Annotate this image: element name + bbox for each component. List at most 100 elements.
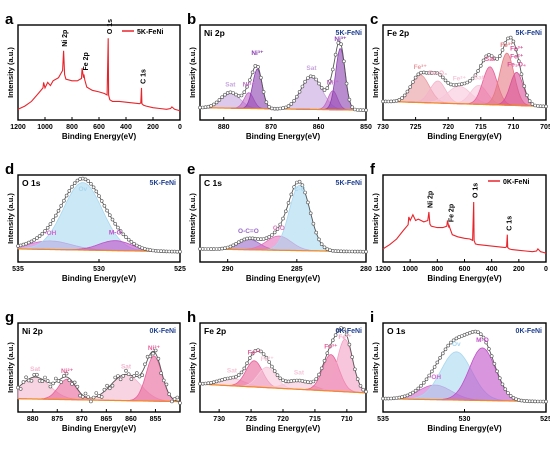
peak-label: Ni²⁺ [327, 80, 340, 87]
data-point [435, 360, 440, 365]
data-point [476, 330, 480, 335]
data-point [476, 69, 480, 73]
panel-letter: f [370, 161, 376, 178]
data-point [481, 58, 486, 63]
peak-label: -OH [429, 374, 441, 381]
peak-label: Fe²⁺ [510, 53, 524, 60]
data-point [353, 107, 357, 112]
data-point [116, 225, 120, 230]
panel-letter: d [5, 161, 14, 178]
data-point [116, 374, 120, 378]
data-point [314, 377, 319, 381]
x-axis-label: Binding Energy(eV) [427, 424, 502, 433]
data-point [29, 239, 34, 244]
data-point [105, 383, 109, 388]
data-point [500, 382, 505, 387]
y-axis-label: Intensity (a.u.) [6, 47, 15, 98]
data-point [544, 104, 548, 109]
data-point [484, 54, 489, 59]
data-point [214, 100, 219, 105]
peak-label: Ov [78, 186, 87, 193]
x-tick-label: 710 [508, 124, 520, 131]
data-point [242, 366, 247, 371]
data-point [86, 179, 90, 183]
x-tick-label: 530 [93, 266, 105, 273]
data-point [18, 387, 23, 391]
data-point [70, 184, 74, 189]
peak-label: Fe₃O₄ [428, 70, 447, 77]
data-point [364, 108, 368, 112]
y-axis-label: Intensity (a.u.) [188, 193, 197, 244]
data-point [530, 102, 535, 106]
peak-annotation: Ni 2p [62, 30, 69, 47]
peak-label: -OH [44, 230, 56, 237]
data-point [261, 90, 266, 94]
data-point [24, 375, 28, 380]
peak-label: M-O [109, 230, 122, 237]
data-point [75, 178, 80, 183]
data-point [124, 235, 128, 239]
x-tick-label: 880 [27, 416, 39, 423]
data-point [413, 388, 418, 393]
data-point [234, 374, 238, 379]
panel-d: d O 1s Intensity (a.u.) 535 530 525 Binding En… [5, 161, 186, 283]
data-point [311, 221, 316, 226]
x-tick-label: 290 [222, 266, 234, 273]
x-tick-label: 1200 [10, 124, 26, 131]
data-point [294, 94, 299, 99]
data-point [508, 394, 513, 398]
data-point [62, 374, 66, 378]
data-point [239, 238, 244, 243]
data-point [347, 97, 352, 102]
data-point [497, 54, 502, 58]
data-point [135, 371, 139, 375]
data-point [272, 369, 277, 373]
data-point [275, 227, 280, 231]
plot-frame [17, 322, 181, 413]
x-tick-label: 715 [309, 416, 321, 423]
data-point [489, 354, 494, 358]
data-point [89, 399, 93, 404]
data-point [322, 88, 327, 92]
data-point [172, 397, 177, 401]
data-point [129, 377, 134, 381]
x-tick-label: 855 [150, 416, 162, 423]
peak-fill [17, 182, 180, 253]
data-point [75, 384, 80, 389]
data-point [522, 84, 527, 88]
plot-frame [199, 174, 367, 263]
data-point [465, 80, 470, 85]
data-point [43, 375, 47, 380]
peak-annotation: O 1s [473, 183, 480, 198]
data-point [492, 361, 497, 366]
data-point [449, 340, 453, 345]
data-point [358, 383, 363, 388]
data-point [306, 76, 310, 80]
peak-label: Sat [474, 74, 485, 81]
data-point [503, 41, 508, 45]
x-tick-label: 535 [377, 416, 389, 423]
data-point [167, 392, 171, 397]
panel-letter: e [187, 161, 195, 178]
data-point [45, 226, 50, 230]
x-tick-label: 280 [360, 266, 372, 273]
data-point [97, 194, 101, 198]
data-point [113, 375, 117, 380]
x-tick-label: 880 [218, 124, 230, 131]
data-point [108, 386, 112, 391]
peak-label: Ni³⁺ [334, 36, 347, 43]
data-point [81, 394, 85, 399]
data-point [344, 81, 349, 86]
x-tick-label: 725 [410, 124, 422, 131]
data-point [105, 208, 109, 213]
x-tick-label: 525 [540, 416, 550, 423]
panel-title: Fe 2p [387, 28, 409, 38]
peak-label: C-O [273, 225, 285, 232]
data-point [411, 390, 415, 395]
data-point [533, 103, 537, 108]
data-point [438, 73, 442, 77]
y-axis-label: Intensity (a.u.) [371, 193, 380, 244]
data-point [48, 384, 53, 389]
data-point [511, 395, 516, 400]
